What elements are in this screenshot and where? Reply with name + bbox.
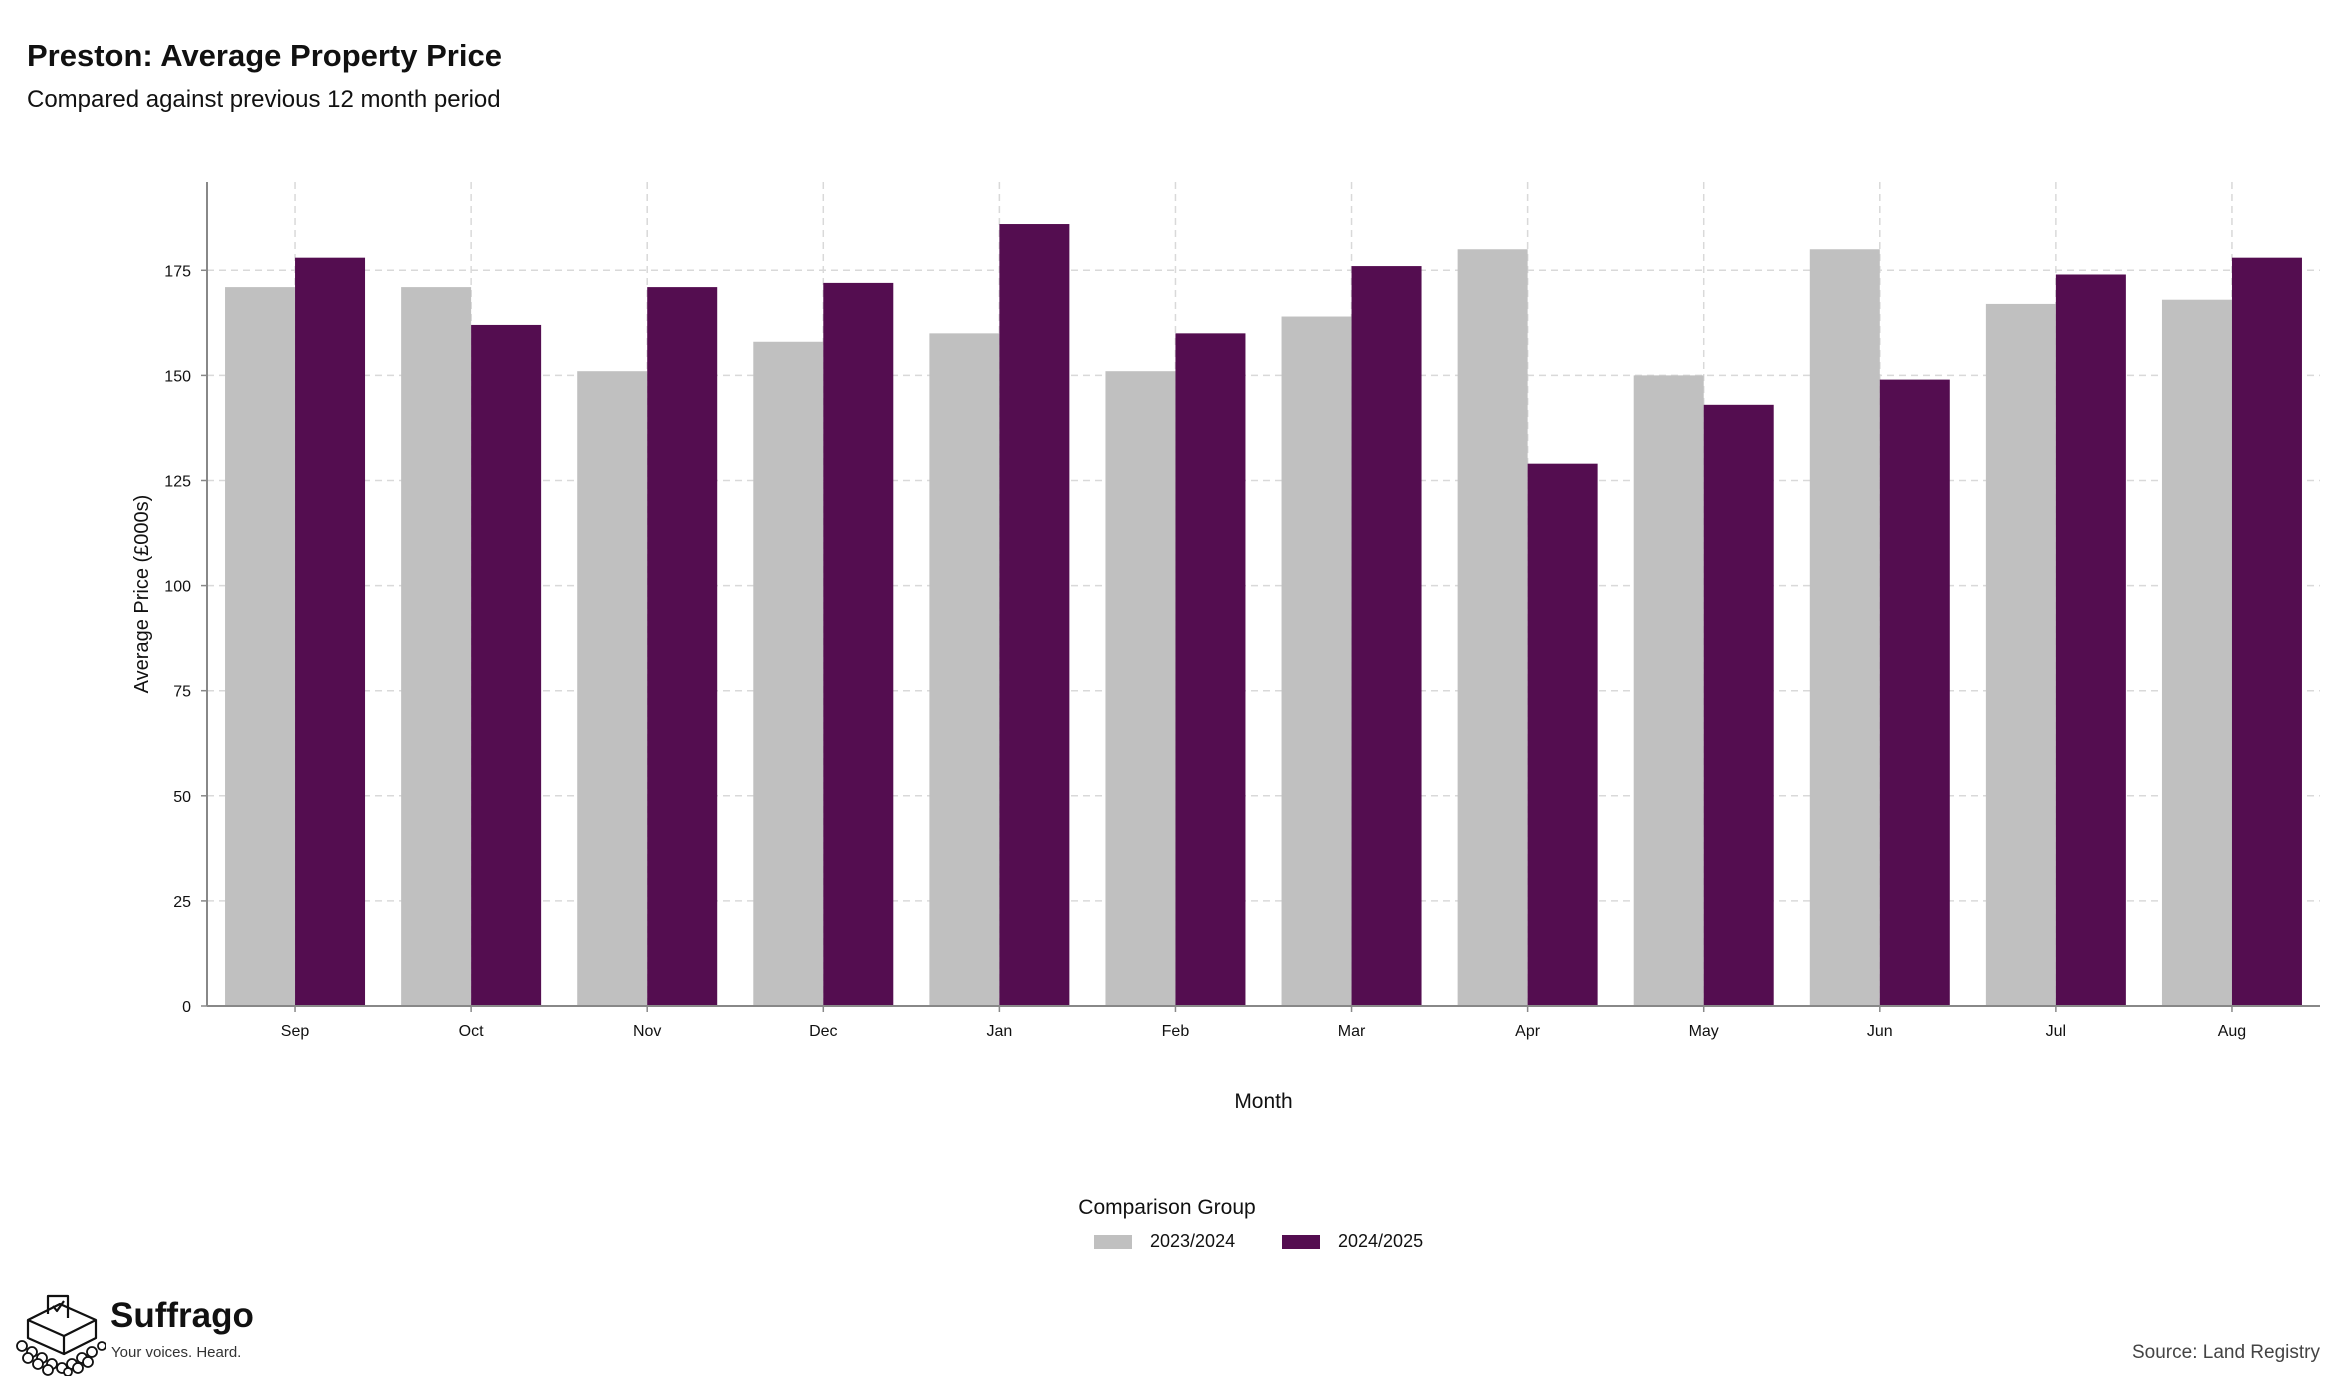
source-note: Source: Land Registry <box>2132 1342 2320 1363</box>
x-tick-label-jan: Jan <box>986 1023 1012 1040</box>
x-tick-label-oct: Oct <box>459 1023 484 1040</box>
bar-2024-2025-nov <box>647 287 718 1006</box>
ballot-box-logo-icon <box>16 1294 106 1376</box>
x-tick-label-apr: Apr <box>1515 1023 1541 1040</box>
bar-2023-2024-nov <box>577 371 648 1006</box>
y-tick-label: 100 <box>164 579 191 596</box>
bar-2023-2024-jan <box>929 333 1000 1006</box>
y-tick-label: 150 <box>164 368 191 385</box>
x-tick-label-mar: Mar <box>1338 1023 1366 1040</box>
bar-2023-2024-apr <box>1457 249 1528 1006</box>
y-tick-label: 75 <box>173 684 191 701</box>
bar-2024-2025-jan <box>999 224 1070 1006</box>
x-axis-title: Month <box>1234 1090 1292 1113</box>
bar-2023-2024-oct <box>401 287 472 1006</box>
y-tick-label: 125 <box>164 473 191 490</box>
bar-chart: 0 25 50 75 100 125 150 175 Sep Oct Nov Dec Jan Feb Mar… <box>131 182 2320 1113</box>
chart-title: Preston: Average Property Price <box>27 38 502 73</box>
x-tick-label-jun: Jun <box>1867 1023 1893 1040</box>
bar-2024-2025-jul <box>2055 274 2126 1006</box>
bar-2023-2024-mar <box>1281 316 1352 1006</box>
bar-2024-2025-may <box>1703 404 1774 1007</box>
y-tick-label: 175 <box>164 263 191 280</box>
bar-2024-2025-feb <box>1175 333 1246 1006</box>
bar-2024-2025-oct <box>471 324 542 1006</box>
y-axis-title: Average Price (£000s) <box>131 495 153 694</box>
bar-2024-2025-mar <box>1351 266 1422 1006</box>
legend-item-2023-2024: 2023/2024 <box>1094 1231 1235 1252</box>
brand-name: Suffrago <box>110 1296 254 1335</box>
y-tick-label: 0 <box>182 999 191 1016</box>
legend-label-2023-2024: 2023/2024 <box>1150 1231 1236 1251</box>
bar-2024-2025-sep <box>295 257 366 1006</box>
bar-2024-2025-aug <box>2231 257 2302 1006</box>
legend-swatch-2023-2024 <box>1094 1234 1132 1249</box>
legend-label-2024-2025: 2024/2025 <box>1338 1231 1424 1251</box>
brand-tagline: Your voices. Heard. <box>111 1344 242 1361</box>
bar-2023-2024-jun <box>1809 249 1880 1006</box>
bar-2023-2024-jul <box>1985 303 2056 1007</box>
bar-2024-2025-dec <box>823 282 894 1006</box>
x-tick-label-jul: Jul <box>2046 1023 2066 1040</box>
legend-swatch-2024-2025 <box>1282 1234 1320 1249</box>
y-tick-label: 25 <box>173 894 191 911</box>
bar-2023-2024-dec <box>753 341 824 1006</box>
bar-2023-2024-may <box>1633 375 1704 1006</box>
bar-2023-2024-aug <box>2161 299 2232 1006</box>
bar-2023-2024-sep <box>225 287 296 1006</box>
x-tick-label-feb: Feb <box>1162 1023 1190 1040</box>
bar-2024-2025-apr <box>1527 463 1598 1006</box>
legend-title: Comparison Group <box>1078 1196 1256 1219</box>
x-tick-label-nov: Nov <box>633 1023 661 1040</box>
chart-subtitle: Compared against previous 12 month perio… <box>27 86 501 113</box>
x-tick-label-dec: Dec <box>809 1023 837 1040</box>
x-tick-label-may: May <box>1689 1023 1719 1040</box>
y-tick-label: 50 <box>173 789 191 806</box>
x-tick-label-sep: Sep <box>281 1023 310 1040</box>
bar-2024-2025-jun <box>1879 379 1950 1007</box>
bar-2023-2024-feb <box>1105 371 1176 1006</box>
legend-item-2024-2025: 2024/2025 <box>1282 1231 1423 1252</box>
x-tick-label-aug: Aug <box>2218 1023 2246 1040</box>
